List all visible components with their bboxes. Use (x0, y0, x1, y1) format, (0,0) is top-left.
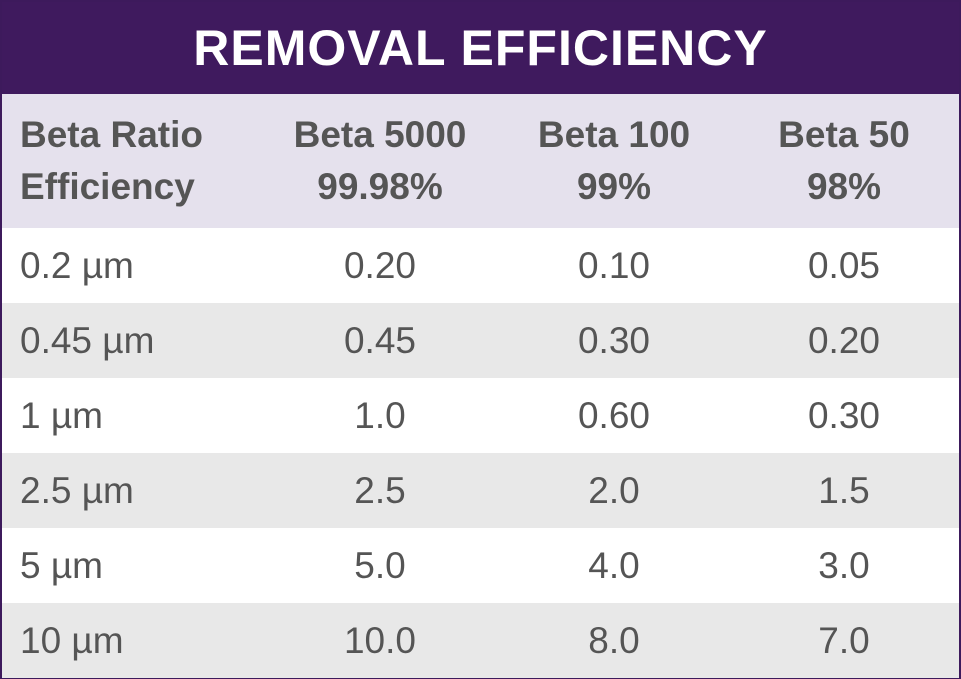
value-cell: 0.45 (343, 319, 416, 361)
particle-size-cell: 1 µm (20, 394, 103, 436)
table-row: 5 µm 5.0 4.0 3.0 (2, 528, 959, 603)
value-cell: 0.30 (807, 394, 880, 436)
value-cell: 3.0 (818, 544, 870, 586)
header-label: Beta 5000 (293, 114, 467, 155)
value-cell: 10.0 (343, 619, 416, 661)
value-cell: 0.10 (577, 244, 650, 286)
header-row: Beta Ratio Efficiency Beta 5000 99.98% B… (2, 94, 959, 228)
value-cell: 1.0 (354, 394, 406, 436)
value-cell: 0.20 (807, 319, 880, 361)
header-label: Beta 100 (537, 114, 691, 155)
value-cell: 0.20 (343, 244, 416, 286)
header-label: Beta 50 (778, 114, 910, 155)
value-cell: 8.0 (588, 619, 640, 661)
header-cell-beta-5000: Beta 5000 99.98% (260, 94, 500, 228)
header-sublabel: 98% (806, 166, 882, 207)
table-row: 10 µm 10.0 8.0 7.0 (2, 603, 959, 678)
table-row: 0.2 µm 0.20 0.10 0.05 (2, 228, 959, 303)
title-bar: REMOVAL EFFICIENCY (2, 2, 959, 94)
value-cell: 1.5 (818, 469, 870, 511)
value-cell: 2.0 (588, 469, 640, 511)
value-cell: 0.60 (577, 394, 650, 436)
header-sublabel: 99.98% (317, 166, 443, 207)
value-cell: 4.0 (588, 544, 640, 586)
value-cell: 7.0 (818, 619, 870, 661)
value-cell: 0.30 (577, 319, 650, 361)
table-row: 0.45 µm 0.45 0.30 0.20 (2, 303, 959, 378)
particle-size-cell: 2.5 µm (20, 469, 134, 511)
value-cell: 5.0 (354, 544, 406, 586)
header-cell-beta-ratio: Beta Ratio Efficiency (20, 94, 260, 228)
table-row: 1 µm 1.0 0.60 0.30 (2, 378, 959, 453)
particle-size-cell: 5 µm (20, 544, 103, 586)
header-sublabel: 99% (576, 166, 652, 207)
header-sublabel: Efficiency (20, 166, 195, 207)
value-cell: 0.05 (807, 244, 880, 286)
particle-size-cell: 0.45 µm (20, 319, 155, 361)
table-row: 2.5 µm 2.5 2.0 1.5 (2, 453, 959, 528)
header-label: Beta Ratio (20, 114, 203, 155)
header-cell-beta-100: Beta 100 99% (494, 94, 734, 228)
value-cell: 2.5 (354, 469, 406, 511)
header-cell-beta-50: Beta 50 98% (724, 94, 961, 228)
table-title: REMOVAL EFFICIENCY (193, 20, 768, 76)
particle-size-cell: 10 µm (20, 619, 124, 661)
particle-size-cell: 0.2 µm (20, 244, 134, 286)
